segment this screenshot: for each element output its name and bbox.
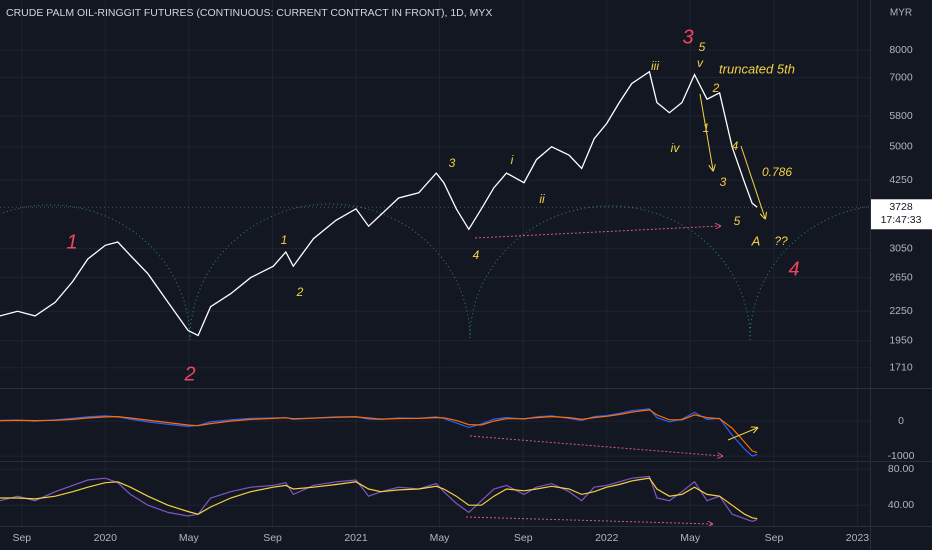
annotation: 1 xyxy=(703,121,710,135)
x-tick-label: Sep xyxy=(514,532,533,544)
drawings xyxy=(465,93,765,524)
annotation: ii xyxy=(539,192,545,206)
x-tick-label: 2023 xyxy=(846,532,870,544)
y-tick-label: 2650 xyxy=(889,271,913,283)
annotation: 3 xyxy=(449,156,456,170)
cycle-arc xyxy=(749,205,870,341)
y-tick-label: 2250 xyxy=(889,305,913,317)
chart-title: CRUDE PALM OIL-RINGGIT FUTURES (CONTINUO… xyxy=(6,7,492,19)
annotation: i xyxy=(511,153,514,167)
y-tick-label: -1000 xyxy=(888,450,915,462)
annotation: 4 xyxy=(732,139,739,153)
y-tick-label: 40.00 xyxy=(888,499,914,511)
arrow xyxy=(740,145,765,218)
x-tick-label: May xyxy=(430,532,451,544)
cycle-arcs xyxy=(0,203,870,341)
axes-layer: 1710195022502650305042505000580070008000… xyxy=(12,44,932,544)
x-tick-label: Sep xyxy=(263,532,282,544)
annotation: iii xyxy=(651,59,659,73)
annotation: v xyxy=(697,56,704,70)
x-tick-label: May xyxy=(179,532,200,544)
y-tick-label: 7000 xyxy=(889,71,913,83)
series-line xyxy=(0,70,758,337)
annotation: 0.786 xyxy=(762,165,792,179)
annotation: 2 xyxy=(296,285,304,299)
y-tick-label: 0 xyxy=(898,415,904,427)
cycle-arc xyxy=(189,203,471,341)
annotation: 4 xyxy=(473,248,480,262)
divergence-line xyxy=(474,226,720,239)
series-line xyxy=(0,477,758,520)
annotation: 5 xyxy=(734,214,741,228)
series-line xyxy=(0,408,758,457)
y-tick-label: 8000 xyxy=(889,44,913,56)
marks-layer xyxy=(0,70,870,523)
series-line xyxy=(0,475,758,523)
x-tick-label: Sep xyxy=(765,532,784,544)
annotation: truncated 5th xyxy=(719,61,795,76)
annotation: 2 xyxy=(183,363,195,385)
x-tick-label: 2021 xyxy=(344,532,368,544)
last-price-tag xyxy=(871,199,932,230)
annotation: iv xyxy=(671,141,681,155)
annotation: 4 xyxy=(788,258,799,280)
y-tick-label: 4250 xyxy=(889,174,913,186)
annotation: 1 xyxy=(66,231,77,253)
x-tick-label: May xyxy=(680,532,701,544)
y-tick-label: 80.00 xyxy=(888,463,914,475)
annotation: 5 xyxy=(699,40,706,54)
arrow xyxy=(727,428,757,441)
annotation: 3 xyxy=(682,26,693,48)
annotation: 2 xyxy=(712,81,720,95)
annotation: A xyxy=(751,233,761,248)
x-tick-label: 2022 xyxy=(595,532,619,544)
y-tick-label: 5000 xyxy=(889,141,913,153)
y-tick-label: 3050 xyxy=(889,242,913,254)
series-line xyxy=(0,409,758,454)
x-tick-label: 2020 xyxy=(94,532,118,544)
arrow xyxy=(699,93,713,170)
last-price-label: 3728 xyxy=(889,201,913,213)
annotation: 3 xyxy=(720,175,727,189)
countdown: 17:47:33 xyxy=(881,214,922,226)
divergence-line xyxy=(465,516,712,524)
currency: MYR xyxy=(890,8,912,19)
y-tick-label: 1950 xyxy=(889,335,913,347)
annotation: ?? xyxy=(774,234,788,248)
x-tick-label: Sep xyxy=(12,532,31,544)
y-tick-label: 5800 xyxy=(889,110,913,122)
annotation: 1 xyxy=(281,233,288,247)
grid-layer xyxy=(0,0,870,526)
y-tick-label: 1710 xyxy=(889,362,913,374)
